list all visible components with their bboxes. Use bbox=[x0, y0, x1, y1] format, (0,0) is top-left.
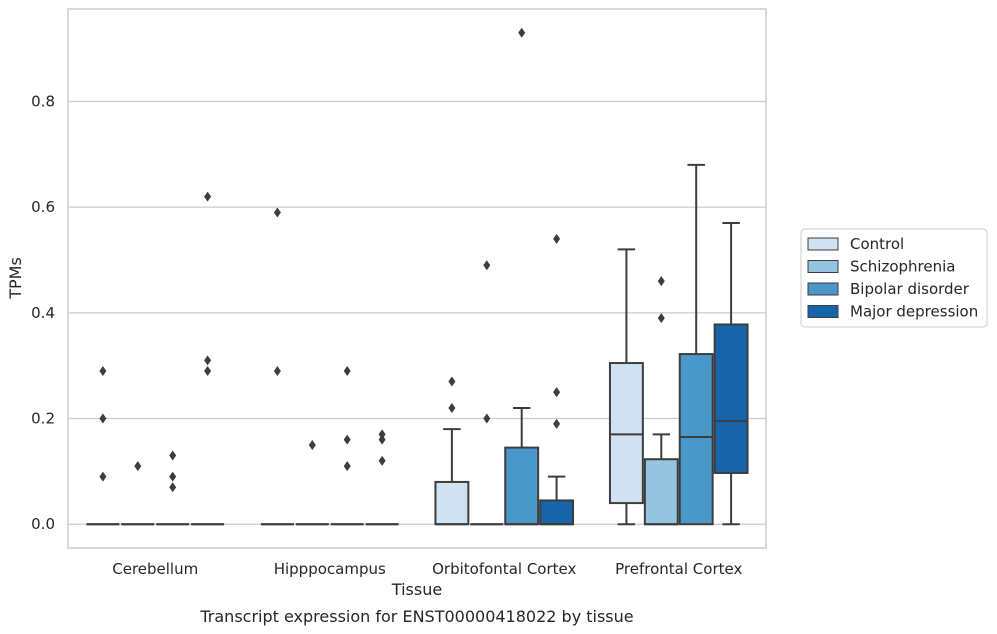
outlier-point bbox=[204, 365, 212, 376]
box-1-0 bbox=[260, 207, 294, 526]
x-axis-ticks: Cerebellum Hipppocampus Orbitofontal Corte… bbox=[112, 560, 742, 578]
legend-label: Control bbox=[850, 235, 904, 253]
legend-swatch bbox=[807, 305, 839, 318]
box-0-0 bbox=[86, 365, 120, 526]
outlier-point bbox=[553, 387, 561, 398]
outlier-point bbox=[343, 365, 351, 376]
outlier-point bbox=[657, 313, 665, 324]
box-3-2 bbox=[678, 163, 714, 526]
outlier-point bbox=[134, 461, 142, 472]
outlier-point bbox=[378, 455, 386, 466]
outlier-point bbox=[169, 482, 177, 493]
x-axis-label: Tissue bbox=[391, 580, 442, 599]
outlier-point bbox=[483, 260, 491, 271]
chart-caption: Transcript expression for ENST0000041802… bbox=[199, 607, 633, 626]
outlier-point bbox=[99, 471, 107, 482]
legend-item: Schizophrenia bbox=[807, 258, 955, 276]
box-body bbox=[504, 446, 540, 526]
y-tick-label: 0.4 bbox=[31, 304, 55, 322]
legend-item: Bipolar disorder bbox=[807, 280, 970, 298]
box-groups bbox=[86, 27, 749, 526]
legend-swatch bbox=[807, 237, 839, 251]
outlier-point bbox=[483, 413, 491, 424]
box-1-3 bbox=[365, 429, 399, 526]
outlier-point bbox=[448, 402, 456, 413]
outlier-point bbox=[204, 191, 212, 202]
x-tick-label: Cerebellum bbox=[112, 560, 198, 578]
box-body bbox=[713, 323, 749, 474]
y-axis-ticks: 0.0 0.2 0.4 0.6 0.8 bbox=[31, 92, 55, 533]
box-3-3 bbox=[713, 222, 749, 526]
outlier-point bbox=[378, 434, 386, 445]
box-0-1 bbox=[121, 461, 155, 526]
outlier-point bbox=[99, 413, 107, 424]
box-2-0 bbox=[434, 376, 470, 526]
y-axis-label: TPMs bbox=[6, 257, 25, 300]
box-body bbox=[608, 362, 644, 505]
box-2-2 bbox=[504, 27, 540, 526]
y-tick-label: 0.2 bbox=[31, 410, 55, 428]
outlier-point bbox=[343, 434, 351, 445]
outlier-point bbox=[169, 471, 177, 482]
box-body bbox=[678, 353, 714, 526]
legend-swatch bbox=[807, 282, 839, 296]
y-tick-label: 0.8 bbox=[31, 92, 55, 110]
legend-item: Control bbox=[807, 235, 904, 253]
outlier-point bbox=[273, 207, 281, 218]
x-tick-label: Hipppocampus bbox=[274, 560, 386, 578]
legend-item: Major depression bbox=[807, 303, 978, 321]
legend-label: Major depression bbox=[850, 303, 978, 321]
x-tick-label: Prefrontal Cortex bbox=[615, 560, 742, 578]
box-body bbox=[643, 458, 679, 526]
y-tick-label: 0.0 bbox=[31, 515, 55, 533]
outlier-point bbox=[553, 418, 561, 429]
outlier-point bbox=[518, 27, 526, 38]
legend-label: Bipolar disorder bbox=[850, 280, 970, 298]
x-tick-label: Orbitofontal Cortex bbox=[432, 560, 576, 578]
legend-frame bbox=[800, 228, 988, 328]
legend: Control Schizophrenia Bipolar disorder Majo… bbox=[800, 228, 988, 328]
outlier-point bbox=[204, 355, 212, 366]
box-body bbox=[434, 480, 470, 526]
outlier-point bbox=[343, 461, 351, 472]
outlier-point bbox=[273, 365, 281, 376]
box-1-1 bbox=[295, 439, 329, 526]
box-2-3 bbox=[539, 233, 575, 526]
outlier-point bbox=[308, 439, 316, 450]
outlier-point bbox=[657, 276, 665, 287]
box-0-3 bbox=[191, 191, 225, 526]
box-3-0 bbox=[608, 248, 644, 526]
outlier-point bbox=[378, 429, 386, 440]
box-body bbox=[539, 499, 575, 526]
legend-swatch bbox=[807, 260, 839, 273]
legend-label: Schizophrenia bbox=[850, 258, 955, 276]
outlier-point bbox=[99, 365, 107, 376]
box-2-1 bbox=[470, 260, 504, 526]
y-tick-label: 0.6 bbox=[31, 198, 55, 216]
box-1-2 bbox=[330, 365, 364, 526]
outlier-point bbox=[448, 376, 456, 387]
box-0-2 bbox=[156, 450, 190, 526]
outlier-point bbox=[553, 233, 561, 244]
box-3-1 bbox=[643, 276, 679, 526]
outlier-point bbox=[169, 450, 177, 461]
plot-area-frame bbox=[67, 8, 767, 549]
